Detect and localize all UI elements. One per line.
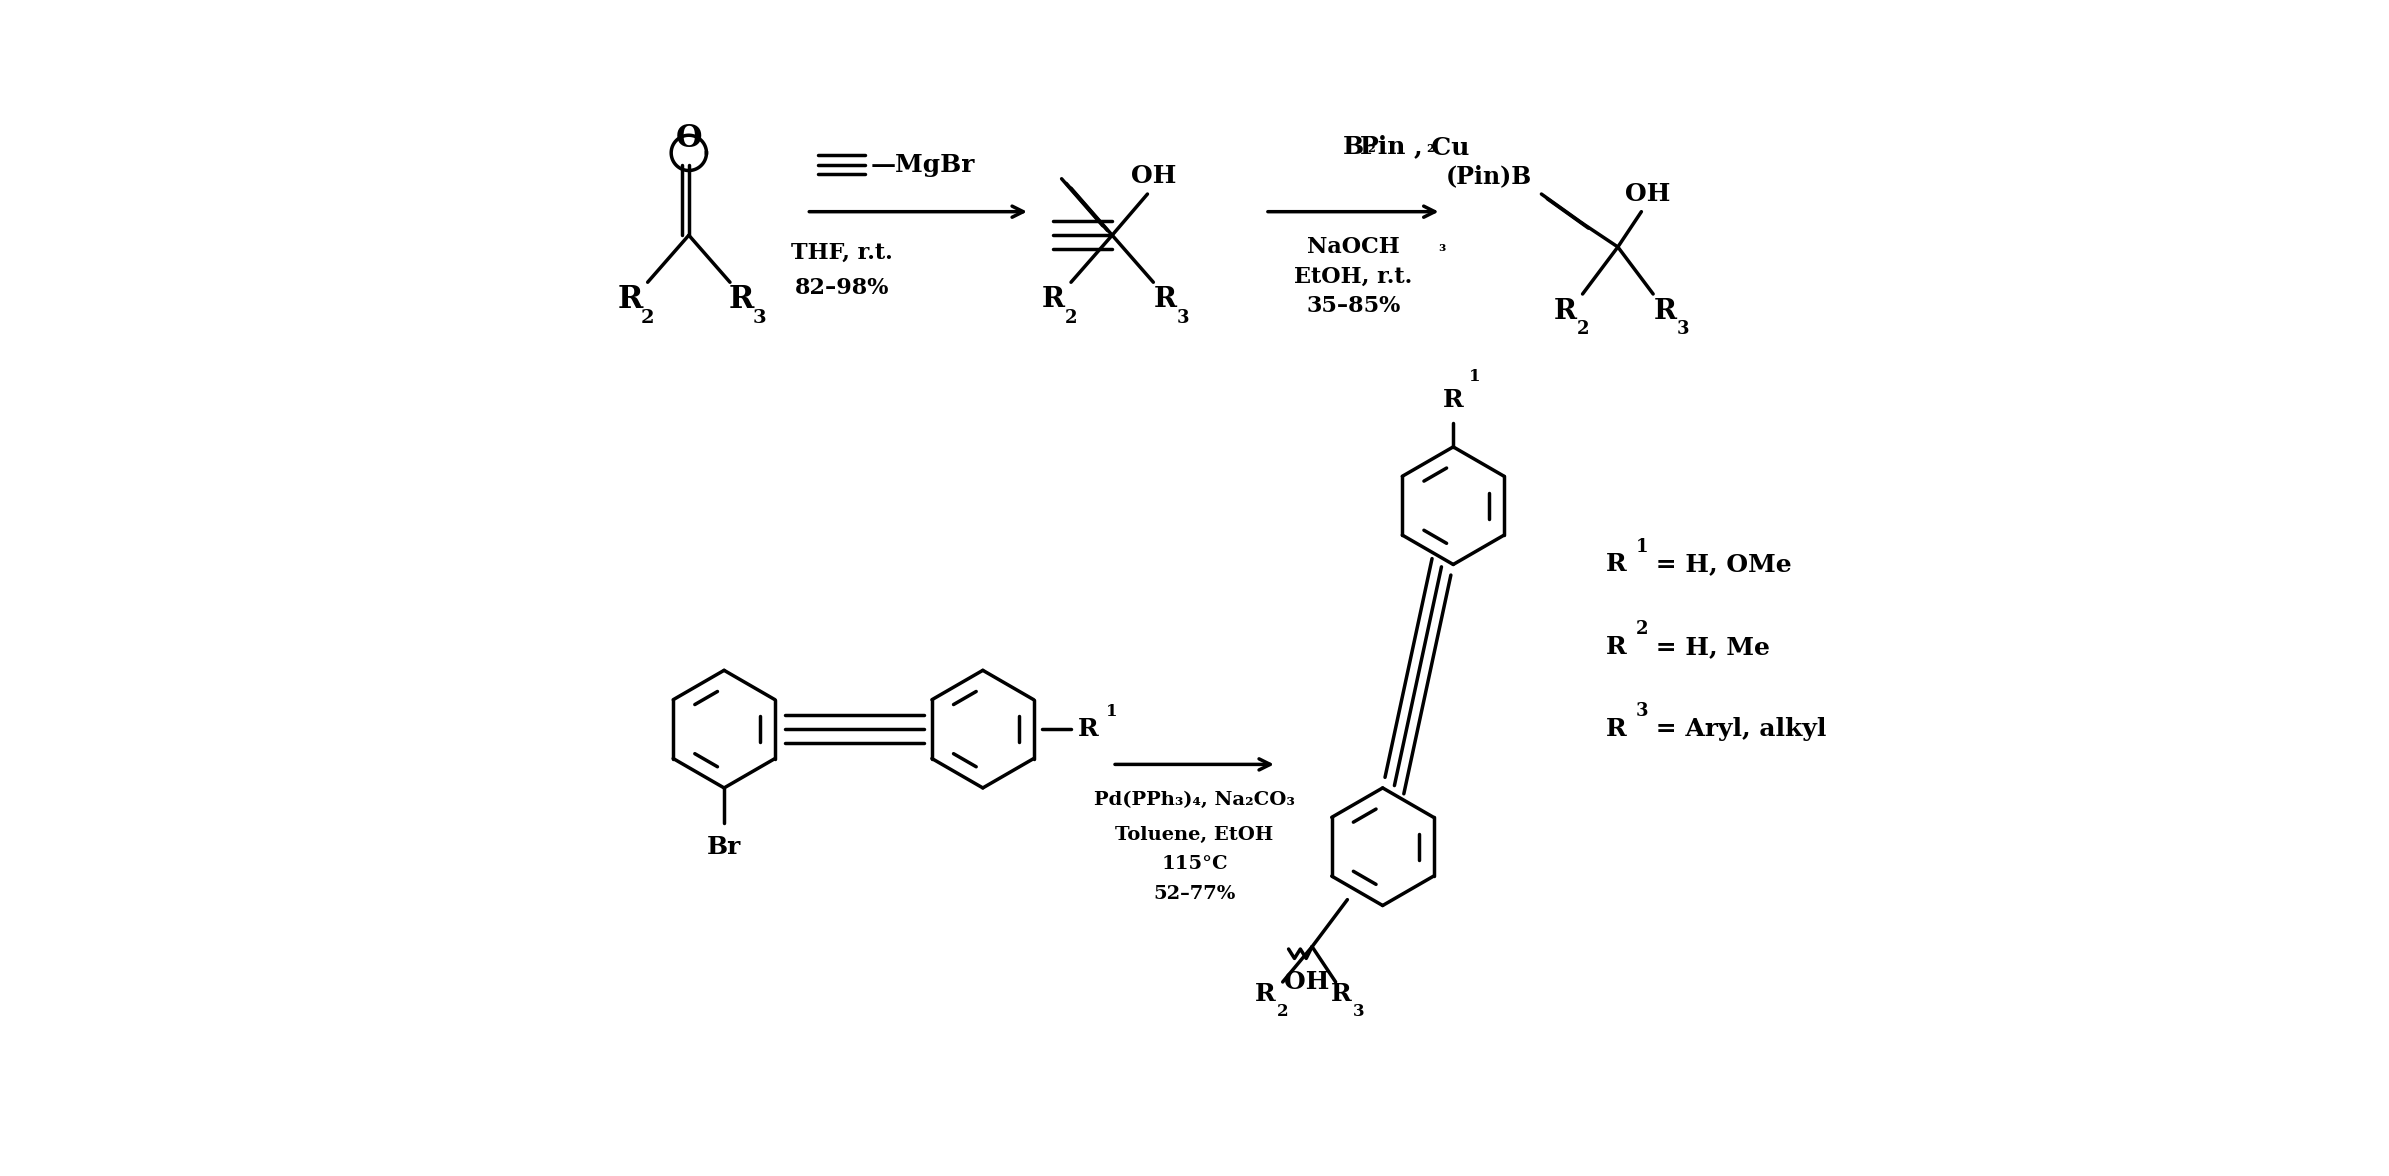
- Text: R: R: [1605, 717, 1627, 741]
- Text: OH: OH: [1283, 970, 1328, 994]
- Text: R: R: [1331, 982, 1352, 1005]
- Text: R: R: [1653, 299, 1677, 325]
- Text: —MgBr: —MgBr: [872, 153, 975, 176]
- Text: R: R: [1605, 553, 1627, 576]
- Text: 2: 2: [1636, 620, 1648, 639]
- Text: ₂: ₂: [1426, 138, 1433, 156]
- Text: R: R: [1077, 717, 1099, 741]
- Text: B: B: [1343, 135, 1364, 159]
- Text: 1: 1: [1636, 537, 1648, 556]
- Text: 3: 3: [1677, 320, 1689, 339]
- Text: Pd(PPh₃)₄, Na₂CO₃: Pd(PPh₃)₄, Na₂CO₃: [1094, 790, 1295, 809]
- Text: R: R: [1042, 287, 1065, 313]
- Text: 52–77%: 52–77%: [1154, 884, 1235, 903]
- Text: 82–98%: 82–98%: [796, 278, 889, 299]
- Text: Br: Br: [707, 835, 741, 858]
- Text: = H, OMe: = H, OMe: [1648, 553, 1792, 576]
- Text: 35–85%: 35–85%: [1307, 295, 1400, 316]
- Text: R: R: [1553, 299, 1577, 325]
- Text: R: R: [1154, 287, 1178, 313]
- Text: 3: 3: [753, 308, 767, 327]
- Text: ₂: ₂: [1367, 138, 1374, 156]
- Text: 3: 3: [1636, 702, 1648, 721]
- Text: 1: 1: [1106, 703, 1118, 720]
- Text: OH: OH: [1625, 182, 1670, 206]
- Text: 2: 2: [640, 308, 655, 327]
- Text: THF, r.t.: THF, r.t.: [791, 242, 893, 263]
- Text: 2: 2: [1065, 308, 1077, 327]
- Text: = H, Me: = H, Me: [1648, 635, 1770, 659]
- Text: , Cu: , Cu: [1414, 135, 1469, 159]
- Text: 115°C: 115°C: [1161, 855, 1228, 874]
- Text: 2: 2: [1577, 320, 1589, 339]
- Text: NaOCH: NaOCH: [1307, 236, 1400, 258]
- Text: OH: OH: [1130, 165, 1175, 188]
- Text: 2: 2: [1276, 1003, 1288, 1020]
- Text: 3: 3: [1175, 308, 1190, 327]
- Text: R: R: [1605, 635, 1627, 659]
- Text: R: R: [729, 285, 755, 315]
- Text: EtOH, r.t.: EtOH, r.t.: [1295, 266, 1412, 287]
- Text: ₃: ₃: [1438, 239, 1445, 255]
- Text: R: R: [616, 285, 643, 315]
- Text: 1: 1: [1469, 368, 1481, 385]
- Text: = Aryl, alkyl: = Aryl, alkyl: [1648, 717, 1828, 741]
- Text: (Pin)B: (Pin)B: [1445, 165, 1531, 188]
- Text: Pin: Pin: [1359, 135, 1405, 159]
- Text: O: O: [676, 123, 702, 154]
- Text: Toluene, EtOH: Toluene, EtOH: [1116, 826, 1273, 844]
- Text: 3: 3: [1352, 1003, 1364, 1020]
- Text: R: R: [1254, 982, 1276, 1005]
- Text: R: R: [1443, 388, 1464, 412]
